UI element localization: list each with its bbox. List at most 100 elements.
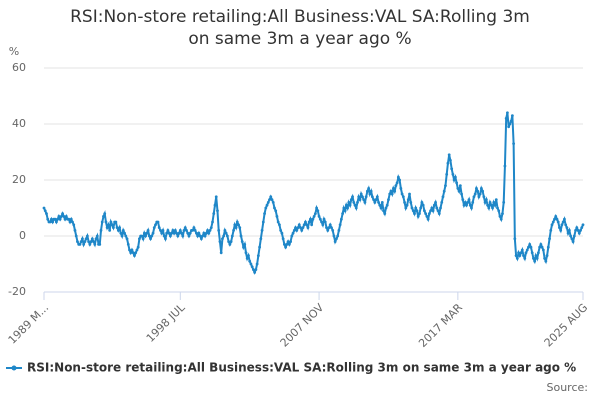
data-point [133, 254, 136, 257]
data-point [130, 248, 134, 252]
data-point [124, 234, 128, 238]
data-point [219, 251, 223, 255]
data-point [426, 217, 430, 221]
y-tick-label: -20 [8, 285, 26, 298]
data-point [383, 212, 387, 216]
data-point [247, 254, 250, 257]
data-point [461, 198, 465, 202]
data-point [508, 122, 512, 126]
data-point [83, 240, 87, 244]
data-point [162, 234, 166, 238]
data-point [154, 223, 157, 227]
data-point [527, 245, 530, 249]
data-point [330, 226, 333, 230]
data-point [116, 229, 120, 232]
x-tick-label: 2025 AUG [542, 301, 591, 350]
data-point [275, 215, 279, 218]
data-point [156, 220, 160, 224]
data-point [249, 262, 253, 266]
data-point [53, 217, 57, 221]
data-point [61, 212, 64, 216]
data-point [446, 161, 450, 165]
data-point [481, 189, 485, 193]
data-point [575, 226, 579, 230]
data-point [147, 234, 151, 238]
data-point [477, 195, 481, 199]
data-point [234, 226, 238, 230]
data-point [536, 251, 540, 255]
data-point [525, 248, 529, 252]
data-point [358, 198, 362, 202]
data-point [312, 215, 316, 218]
data-point [506, 111, 509, 115]
data-point [244, 251, 248, 255]
data-point [463, 201, 467, 204]
data-point [181, 234, 185, 238]
data-point [420, 201, 424, 204]
data-point [323, 220, 327, 224]
data-point [449, 159, 452, 162]
data-point [482, 195, 486, 199]
data-point [359, 192, 363, 196]
data-point [543, 257, 546, 260]
data-point [115, 226, 119, 230]
data-point [177, 231, 181, 235]
data-point [470, 206, 473, 210]
data-point [503, 164, 507, 168]
data-point [348, 203, 352, 207]
data-point [466, 201, 470, 204]
data-point [304, 220, 307, 224]
data-point [576, 229, 580, 232]
data-point [458, 184, 462, 188]
data-point [385, 203, 389, 207]
data-point [486, 203, 489, 207]
data-point [377, 201, 380, 204]
data-point [338, 223, 342, 227]
data-point [341, 212, 345, 216]
data-point [88, 243, 92, 246]
data-point [509, 119, 513, 123]
data-point [421, 203, 425, 207]
data-point [451, 173, 455, 176]
data-point [567, 229, 571, 232]
data-point [322, 217, 326, 221]
data-point [297, 223, 301, 227]
data-point [569, 234, 573, 238]
data-point [296, 226, 300, 230]
data-point [497, 209, 501, 213]
data-point [326, 229, 330, 232]
data-point [142, 231, 146, 235]
data-point [166, 229, 170, 232]
data-point [109, 220, 113, 224]
data-point [333, 240, 337, 244]
data-point [346, 206, 349, 210]
data-point [173, 229, 177, 232]
data-point [114, 220, 118, 224]
data-point [64, 215, 68, 218]
data-point [201, 234, 205, 238]
data-point [460, 192, 463, 196]
data-point [373, 201, 377, 204]
data-point [265, 203, 269, 207]
data-point [46, 217, 50, 221]
data-point [42, 206, 46, 210]
data-point [563, 217, 566, 221]
data-point [108, 229, 112, 232]
data-point [315, 206, 318, 210]
data-point [368, 192, 372, 196]
data-point [367, 187, 371, 190]
data-point [183, 226, 187, 230]
data-point [224, 231, 228, 235]
data-point [278, 223, 281, 227]
data-point [74, 234, 78, 238]
data-point [243, 243, 247, 246]
data-point [286, 240, 290, 244]
data-point [452, 178, 456, 182]
data-point [555, 217, 559, 221]
data-point [390, 192, 394, 196]
data-point [366, 189, 369, 193]
x-tick-label: 1989 M... [6, 301, 52, 347]
data-point [261, 220, 265, 224]
data-point [403, 201, 406, 204]
